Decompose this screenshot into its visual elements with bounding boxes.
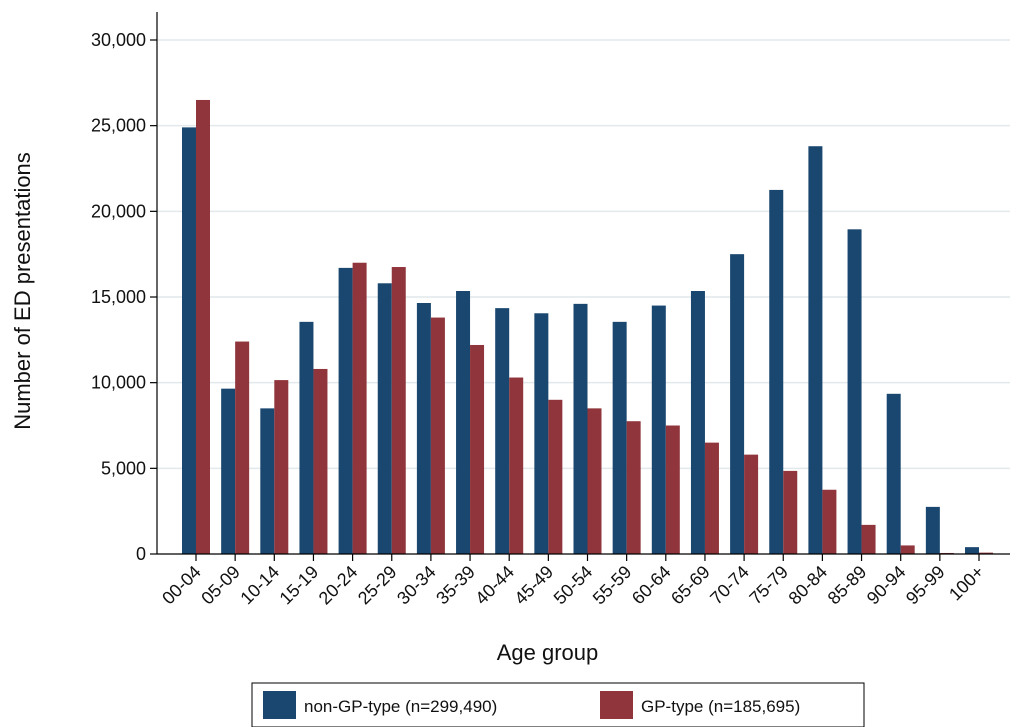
- y-tick-label: 20,000: [91, 201, 146, 221]
- x-tick-label: 40-44: [471, 562, 518, 609]
- bar-gp-50-54: [587, 408, 602, 554]
- y-tick-label: 5,000: [101, 458, 146, 478]
- bar-gp-85-89: [861, 524, 876, 554]
- bar-non-gp-20-24: [338, 267, 353, 554]
- bar-gp-20-24: [352, 262, 367, 554]
- bar-gp-65-69: [704, 442, 719, 554]
- bar-non-gp-15-19: [299, 321, 314, 554]
- bar-non-gp-100+: [965, 547, 979, 554]
- bar-non-gp-00-04: [182, 127, 196, 554]
- bar-non-gp-30-34: [416, 302, 431, 554]
- bar-non-gp-25-29: [377, 283, 392, 554]
- bar-non-gp-90-94: [886, 393, 901, 554]
- gridlines: [157, 39, 1010, 470]
- y-tick-label: 10,000: [91, 373, 146, 393]
- bar-gp-100+: [979, 552, 993, 554]
- bar-non-gp-95-99: [925, 506, 940, 554]
- legend: non-GP-type (n=299,490) GP-type (n=185,6…: [251, 682, 865, 727]
- x-tick-label: 75-79: [745, 562, 792, 609]
- legend-swatch-gp: [600, 691, 633, 719]
- y-tick-label: 15,000: [91, 287, 146, 307]
- x-tick-label: 00-04: [158, 562, 205, 609]
- bar-gp-70-74: [744, 454, 759, 554]
- y-tick-label: 0: [136, 544, 146, 564]
- legend-box: [251, 682, 865, 727]
- axes: [156, 12, 1010, 555]
- bar-gp-00-04: [196, 99, 210, 554]
- x-tick-label: 10-14: [236, 562, 283, 609]
- bar-gp-15-19: [313, 368, 328, 554]
- x-tick-label: 85-89: [824, 562, 871, 609]
- bar-non-gp-10-14: [260, 408, 275, 554]
- x-tick-label: 05-09: [197, 562, 244, 609]
- bar-gp-80-84: [822, 489, 837, 554]
- x-tick-label: 70-74: [706, 562, 753, 609]
- bar-non-gp-50-54: [573, 303, 588, 554]
- legend-label-gp: GP-type (n=185,695): [641, 697, 800, 716]
- bar-non-gp-65-69: [690, 291, 705, 554]
- x-tick-label: 100+: [945, 562, 988, 605]
- x-tick-label: 80-84: [785, 562, 832, 609]
- bar-non-gp-60-64: [651, 305, 666, 554]
- legend-label-non-gp: non-GP-type (n=299,490): [304, 697, 497, 716]
- bar-gp-25-29: [391, 267, 406, 554]
- y-tick-label: 25,000: [91, 116, 146, 136]
- x-axis-title: Age group: [497, 640, 599, 665]
- x-tick-label: 95-99: [902, 562, 949, 609]
- bar-gp-55-59: [626, 421, 641, 554]
- bar-gp-05-09: [235, 341, 250, 554]
- bar-gp-90-94: [900, 545, 915, 554]
- x-tick-label: 50-54: [550, 562, 597, 609]
- x-tick-label: 90-94: [863, 562, 910, 609]
- bar-gp-30-34: [430, 317, 445, 554]
- bar-non-gp-80-84: [808, 146, 823, 554]
- bar-non-gp-05-09: [221, 388, 236, 554]
- x-tick-label: 55-59: [589, 562, 636, 609]
- x-tick-label: 45-49: [510, 562, 557, 609]
- x-axis-ticks: 00-0405-0910-1415-1920-2425-2930-3435-39…: [158, 554, 988, 608]
- x-tick-label: 65-69: [667, 562, 714, 609]
- y-axis-ticks: 0 5,000 10,000 15,000 20,000 25,000 30,000: [91, 30, 157, 564]
- bar-gp-45-49: [548, 399, 563, 554]
- bar-non-gp-45-49: [534, 313, 549, 554]
- bar-gp-75-79: [783, 470, 798, 554]
- x-tick-label: 15-19: [276, 562, 323, 609]
- bar-non-gp-85-89: [847, 229, 862, 554]
- bar-non-gp-70-74: [730, 254, 745, 554]
- bar-gp-35-39: [470, 344, 485, 554]
- y-tick-label: 30,000: [91, 30, 146, 50]
- x-tick-label: 25-29: [354, 562, 401, 609]
- legend-swatch-non-gp: [263, 691, 296, 719]
- x-tick-label: 20-24: [315, 562, 362, 609]
- y-axis-title: Number of ED presentations: [10, 152, 35, 430]
- bar-non-gp-35-39: [456, 291, 471, 554]
- bar-non-gp-75-79: [769, 189, 784, 554]
- x-tick-label: 30-34: [393, 562, 440, 609]
- bars: [182, 99, 993, 554]
- bar-gp-60-64: [665, 425, 680, 554]
- bar-non-gp-40-44: [495, 308, 510, 554]
- bar-non-gp-55-59: [612, 321, 627, 554]
- x-tick-label: 60-64: [628, 562, 675, 609]
- x-tick-label: 35-39: [432, 562, 479, 609]
- bar-gp-10-14: [274, 380, 289, 554]
- bar-gp-40-44: [509, 377, 524, 554]
